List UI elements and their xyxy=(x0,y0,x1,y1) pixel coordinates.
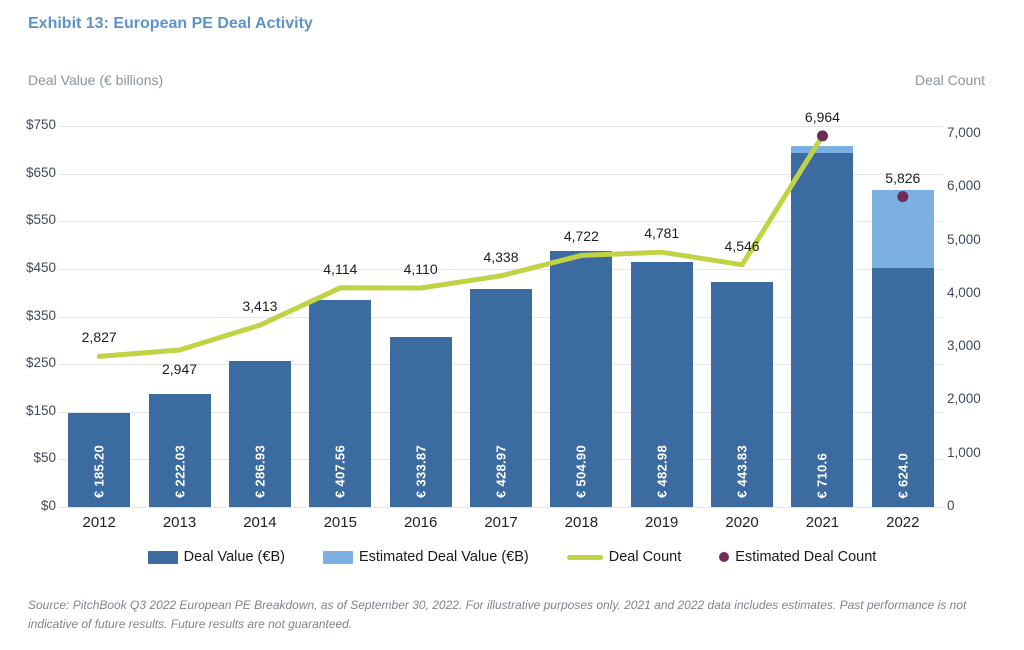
legend-label: Estimated Deal Count xyxy=(735,549,877,565)
x-axis-label-2014: 2014 xyxy=(243,514,277,531)
deal-value-swatch xyxy=(147,550,178,564)
bar-2020-deal-value: € 443.83 xyxy=(711,281,774,507)
bar-2018-deal-value: € 504.90 xyxy=(550,250,613,507)
right-axis-tick: 1,000 xyxy=(947,444,981,460)
right-axis-title: Deal Count xyxy=(914,72,985,88)
legend: Deal Value (€B) Estimated Deal Value (€B… xyxy=(0,545,1024,569)
source-note: Source: PitchBook Q3 2022 European PE Br… xyxy=(28,598,967,632)
left-axis-tick: $50 xyxy=(33,450,56,466)
gridline xyxy=(59,268,943,270)
deal-count-label-2022: 5,826 xyxy=(885,169,921,186)
right-axis-tick: 4,000 xyxy=(947,284,981,300)
deal-count-polyline xyxy=(96,133,825,359)
legend-item-estimated-deal-value: Estimated Deal Value (€B) xyxy=(322,549,529,565)
deal-count-label-2021: 6,964 xyxy=(804,108,840,125)
bar-2016-deal-value: € 333.87 xyxy=(389,337,452,507)
legend-item-estimated-deal-count: Estimated Deal Count xyxy=(719,549,876,565)
left-axis-tick: $350 xyxy=(25,307,56,323)
bar-2015-deal-value: € 407.56 xyxy=(309,299,372,507)
right-axis-tick: 7,000 xyxy=(947,125,981,140)
bar-2013-deal-value: € 222.03 xyxy=(148,394,211,507)
deal-count-label-2013: 2,947 xyxy=(162,360,198,377)
deal-count-line-swatch xyxy=(566,554,603,560)
legend-label: Estimated Deal Value (€B) xyxy=(358,549,529,565)
x-axis-label-2022: 2022 xyxy=(886,514,920,531)
estimated-deal-count-dot-swatch xyxy=(719,552,730,562)
bar-2014-deal-value: € 286.93 xyxy=(228,361,291,507)
estimated-deal-count-dot-2021 xyxy=(817,130,828,142)
right-axis-tick: 0 xyxy=(947,498,955,513)
bar-2022-deal-value: € 624.0 xyxy=(871,268,934,507)
right-axis-tick: 2,000 xyxy=(947,391,981,407)
left-axis-tick: $0 xyxy=(40,498,56,513)
x-axis-label-2018: 2018 xyxy=(564,514,599,531)
deal-count-label-2014: 3,413 xyxy=(242,298,278,315)
chart-title: Exhibit 13: European PE Deal Activity xyxy=(28,15,313,32)
deal-count-label-2018: 4,722 xyxy=(563,228,599,245)
x-axis-label-2012: 2012 xyxy=(82,514,116,531)
left-axis-tick: $750 xyxy=(25,117,56,132)
left-axis-tick: $250 xyxy=(25,355,56,371)
legend-item-deal-count: Deal Count xyxy=(566,549,682,565)
deal-count-label-2016: 4,110 xyxy=(403,260,438,277)
left-axis-tick: $150 xyxy=(25,402,56,418)
deal-count-label-2017: 4,338 xyxy=(483,248,519,265)
deal-count-label-2015: 4,114 xyxy=(323,260,358,277)
left-axis-tick: $650 xyxy=(25,164,56,180)
gridline xyxy=(59,173,943,175)
gridline xyxy=(59,507,943,508)
x-axis-label-2013: 2013 xyxy=(162,514,197,531)
x-axis-label-2020: 2020 xyxy=(725,514,759,531)
bar-2019-deal-value: € 482.98 xyxy=(630,261,693,507)
bar-2022-estimated-deal-value xyxy=(871,190,934,269)
plot-area: € 185.20 2012 € 222.03 2013 € 286.93 2014 € 40… xyxy=(59,109,943,531)
x-axis-label-2017: 2017 xyxy=(484,514,518,531)
deal-count-label-2012: 2,827 xyxy=(81,329,117,346)
gridline xyxy=(59,221,943,223)
right-axis-tick: 3,000 xyxy=(947,338,981,354)
legend-item-deal-value: Deal Value (€B) xyxy=(147,549,285,565)
bar-2021-deal-value: € 710.6 xyxy=(791,152,854,507)
bar-2021-estimated-deal-value xyxy=(791,146,854,153)
deal-count-label-2020: 4,546 xyxy=(724,237,760,254)
left-axis-tick: $450 xyxy=(25,259,56,275)
left-axis-title: Deal Value (€ billions) xyxy=(28,72,164,88)
x-axis-label-2021: 2021 xyxy=(805,514,840,531)
left-axis-tick: $550 xyxy=(25,212,56,228)
estimated-deal-value-swatch xyxy=(322,550,353,564)
x-axis-label-2016: 2016 xyxy=(403,514,438,531)
estimated-deal-count-dot-2022 xyxy=(897,191,909,203)
legend-label: Deal Count xyxy=(608,549,682,565)
bar-2012-deal-value: € 185.20 xyxy=(68,412,131,507)
gridline xyxy=(59,126,943,127)
x-axis-label-2015: 2015 xyxy=(323,514,357,531)
deal-count-line xyxy=(96,130,909,359)
right-axis-tick: 5,000 xyxy=(947,231,981,247)
right-axis-tick: 6,000 xyxy=(947,178,981,194)
x-axis-label-2019: 2019 xyxy=(645,514,679,531)
deal-count-label-2019: 4,781 xyxy=(644,225,680,242)
bar-2017-deal-value: € 428.97 xyxy=(470,289,532,507)
legend-label: Deal Value (€B) xyxy=(183,549,285,565)
